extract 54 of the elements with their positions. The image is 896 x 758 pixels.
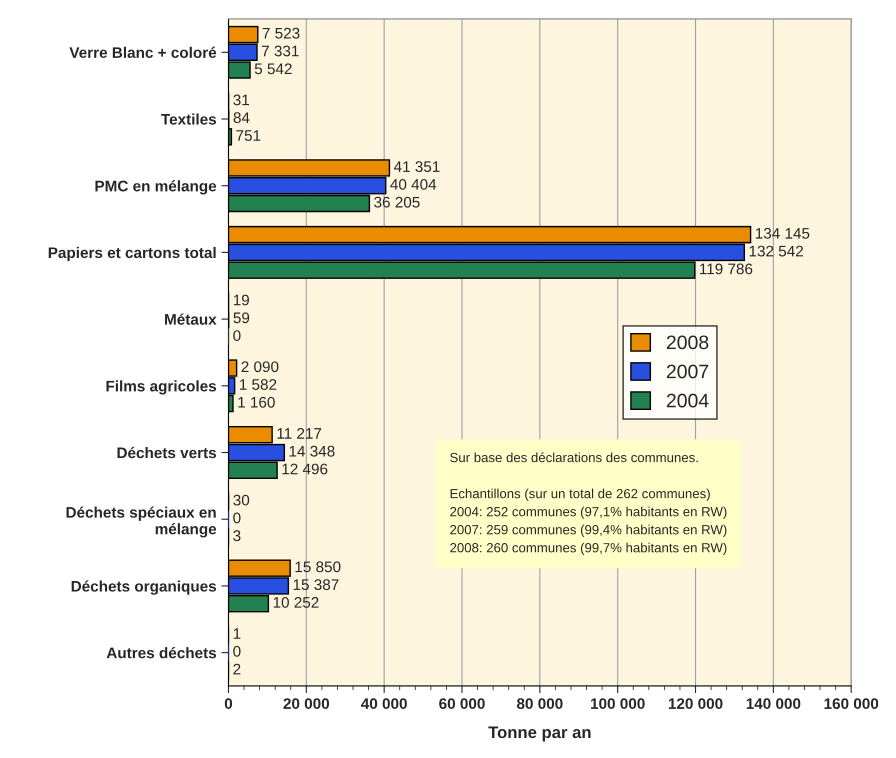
x-tick-label: 160 000 — [824, 698, 878, 710]
y-tick-label: Papiers et cartons total — [48, 246, 216, 262]
x-tick-label: 80 000 — [516, 698, 563, 710]
data-label: 14 348 — [290, 446, 335, 457]
data-label: 1 — [234, 628, 240, 639]
y-tick-label: Textiles — [161, 113, 216, 125]
data-label: 31 — [233, 94, 250, 106]
x-tick-label: 20 000 — [283, 698, 330, 710]
data-label: 0 — [233, 330, 241, 342]
data-label: 2 090 — [242, 361, 278, 372]
data-label: 134 145 — [756, 228, 810, 239]
data-label: 1 582 — [240, 379, 276, 390]
x-tick-label: 60 000 — [439, 698, 485, 710]
data-label: 19 — [234, 294, 249, 306]
data-label: 751 — [236, 130, 260, 141]
data-label: 132 542 — [750, 246, 803, 257]
legend-label: 2004 — [666, 394, 709, 408]
data-label: 0 — [233, 646, 241, 657]
y-tick-label: Déchets spéciaux en mélange — [66, 506, 216, 538]
y-tick-label: Métaux — [165, 313, 217, 325]
y-tick-label: Films agricoles — [106, 380, 216, 395]
legend-label: 2007 — [666, 364, 708, 378]
data-label: 5 542 — [254, 63, 292, 74]
data-label: 2 — [233, 664, 240, 674]
data-label: 59 — [233, 312, 250, 324]
data-label: 15 850 — [296, 561, 340, 572]
data-label: 0 — [233, 512, 241, 524]
data-label: 7 331 — [262, 46, 299, 56]
x-tick-label: 140 000 — [746, 698, 800, 710]
data-label: 41 351 — [394, 161, 440, 172]
data-label: 15 387 — [294, 579, 338, 590]
data-label: 36 205 — [374, 196, 420, 208]
data-label: 119 786 — [700, 263, 752, 274]
data-label: 10 252 — [274, 597, 319, 608]
data-label: 1 160 — [238, 396, 275, 408]
text: Sur base des déclarations des communes. Echantillons (sur un total de 262 communes) 2004: 252 communes (97,1% habitants en RW) 2007: 259 communes (99,4% habitants en RW) 2008: 260 communes (99,7% habitants en RW) — [450, 452, 726, 556]
y-tick-label: Verre Blanc + coloré — [69, 46, 216, 58]
data-label: 12 496 — [282, 464, 328, 474]
x-tick-label: 100 000 — [591, 698, 645, 710]
data-label: 7 523 — [262, 28, 300, 39]
data-label: 11 217 — [277, 428, 322, 439]
x-tick-label: 120 000 — [668, 698, 723, 710]
y-tick-label: Déchets organiques — [72, 580, 216, 595]
data-label: 3 — [233, 530, 240, 542]
y-tick-label: Déchets verts — [117, 446, 216, 458]
y-tick-label: PMC en mélange — [95, 180, 216, 195]
x-tick-label: 40 000 — [361, 698, 407, 710]
data-label: 40 404 — [390, 178, 436, 190]
x-axis-title: Tonne par an — [488, 726, 591, 742]
y-tick-label: Autres déchets — [106, 646, 216, 658]
data-label: 84 — [234, 112, 250, 124]
x-tick-label: 0 — [224, 698, 232, 710]
data-label: 30 — [233, 494, 250, 506]
legend-label: 2008 — [666, 335, 708, 350]
